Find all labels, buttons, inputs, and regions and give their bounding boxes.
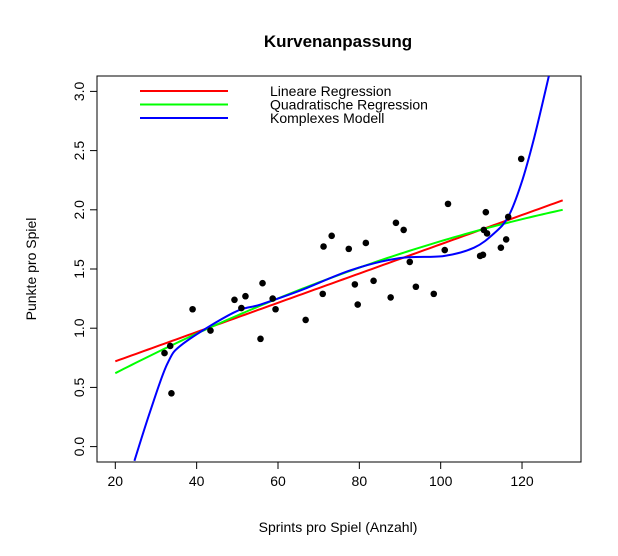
- series-line-1: [114, 208, 563, 375]
- data-point: [441, 246, 449, 254]
- data-point: [444, 200, 452, 208]
- fit-lines: [114, 76, 564, 462]
- data-point: [504, 213, 512, 221]
- data-point: [238, 304, 245, 312]
- x-tick-label: 60: [270, 473, 286, 489]
- y-tick-label: 0.0: [71, 437, 87, 457]
- data-point: [412, 283, 420, 291]
- data-point: [319, 290, 327, 298]
- data-point: [231, 296, 238, 304]
- x-tick-label: 120: [510, 473, 534, 489]
- data-point: [517, 155, 525, 163]
- data-point: [430, 290, 438, 298]
- y-axis-label: Punkte pro Spiel: [23, 218, 39, 321]
- data-point: [354, 301, 362, 308]
- data-point: [362, 239, 370, 247]
- chart-title: Kurvenanpassung: [264, 32, 412, 51]
- data-point: [497, 244, 505, 251]
- y-tick-label: 3.0: [71, 81, 87, 101]
- data-point: [370, 277, 377, 285]
- plot-box: [96, 75, 582, 463]
- x-tick-label: 20: [108, 473, 124, 489]
- data-point: [207, 327, 214, 334]
- data-point: [269, 295, 277, 302]
- y-tick-label: 0.5: [71, 377, 87, 397]
- data-point: [502, 236, 510, 243]
- data-point: [189, 305, 196, 313]
- data-points: [161, 155, 525, 397]
- y-tick-label: 1.0: [71, 318, 87, 338]
- data-point: [328, 232, 335, 240]
- data-point: [302, 316, 309, 324]
- x-tick-label: 100: [429, 473, 453, 489]
- data-point: [482, 208, 490, 216]
- data-point: [479, 251, 487, 259]
- legend-label-1: Quadratische Regression: [270, 97, 428, 113]
- x-axis: 20 40 60 80 100 120: [108, 461, 534, 489]
- y-tick-label: 1.5: [71, 259, 87, 279]
- data-point: [166, 342, 174, 350]
- y-tick-label: 2.0: [71, 200, 87, 220]
- data-point: [168, 390, 175, 397]
- y-tick-label: 2.5: [71, 141, 87, 161]
- data-point: [387, 294, 394, 301]
- data-point: [406, 258, 414, 266]
- data-point: [392, 219, 400, 227]
- series-line-0: [114, 199, 564, 363]
- data-point: [242, 292, 249, 300]
- data-point: [161, 349, 168, 357]
- data-point: [320, 243, 327, 250]
- legend-label-0: Lineare Regression: [270, 83, 391, 99]
- x-axis-label: Sprints pro Spiel (Anzahl): [259, 519, 418, 535]
- data-point: [345, 245, 353, 253]
- x-tick-label: 40: [189, 473, 205, 489]
- data-point: [400, 226, 407, 234]
- data-point: [259, 279, 266, 287]
- x-tick-label: 80: [352, 473, 368, 489]
- data-point: [351, 281, 359, 288]
- data-point: [272, 305, 279, 313]
- series-line-2: [133, 76, 550, 462]
- y-axis: 0.0 0.5 1.0 1.5 2.0 2.5 3.0: [71, 81, 98, 457]
- legend-label-2: Komplexes Modell: [270, 110, 384, 126]
- data-point: [257, 335, 264, 343]
- data-point: [483, 230, 491, 237]
